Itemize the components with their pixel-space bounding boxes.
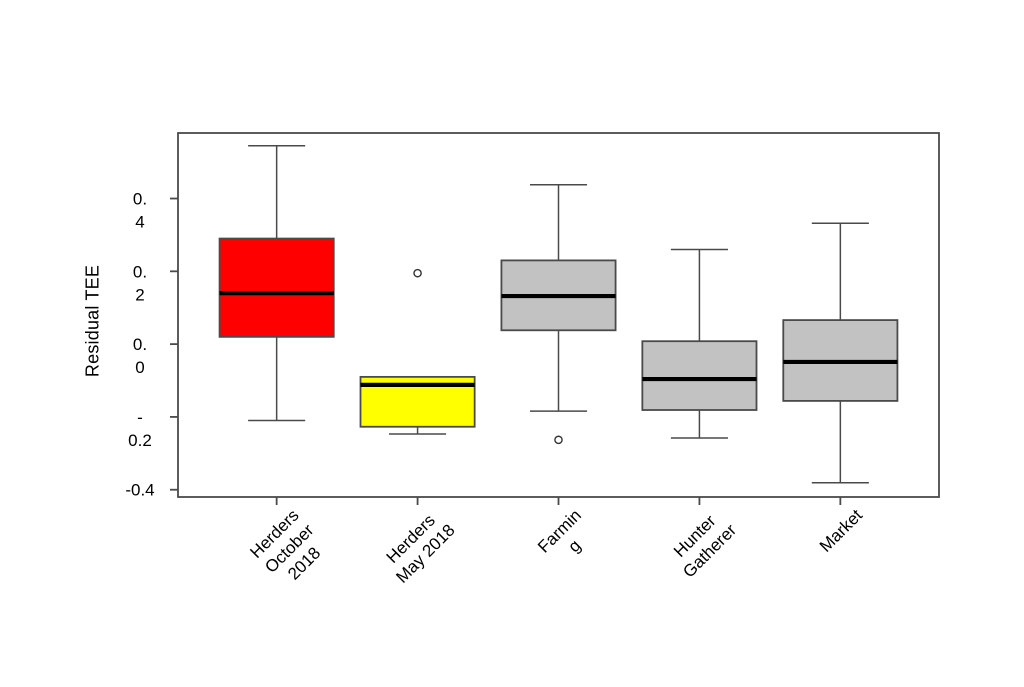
y-tick-label: -0.4	[125, 481, 154, 500]
y-tick-label: -0.2	[128, 408, 152, 450]
box-1	[218, 237, 335, 338]
outlier-point	[554, 435, 563, 445]
outlier-point	[413, 268, 422, 278]
y-tick-label: 0. 4	[133, 190, 147, 232]
y-tick-label: 0. 0	[133, 335, 147, 377]
y-tick-label: 0. 2	[133, 262, 147, 304]
y-axis-title: Residual TEE	[82, 264, 103, 378]
box-4	[641, 340, 758, 411]
